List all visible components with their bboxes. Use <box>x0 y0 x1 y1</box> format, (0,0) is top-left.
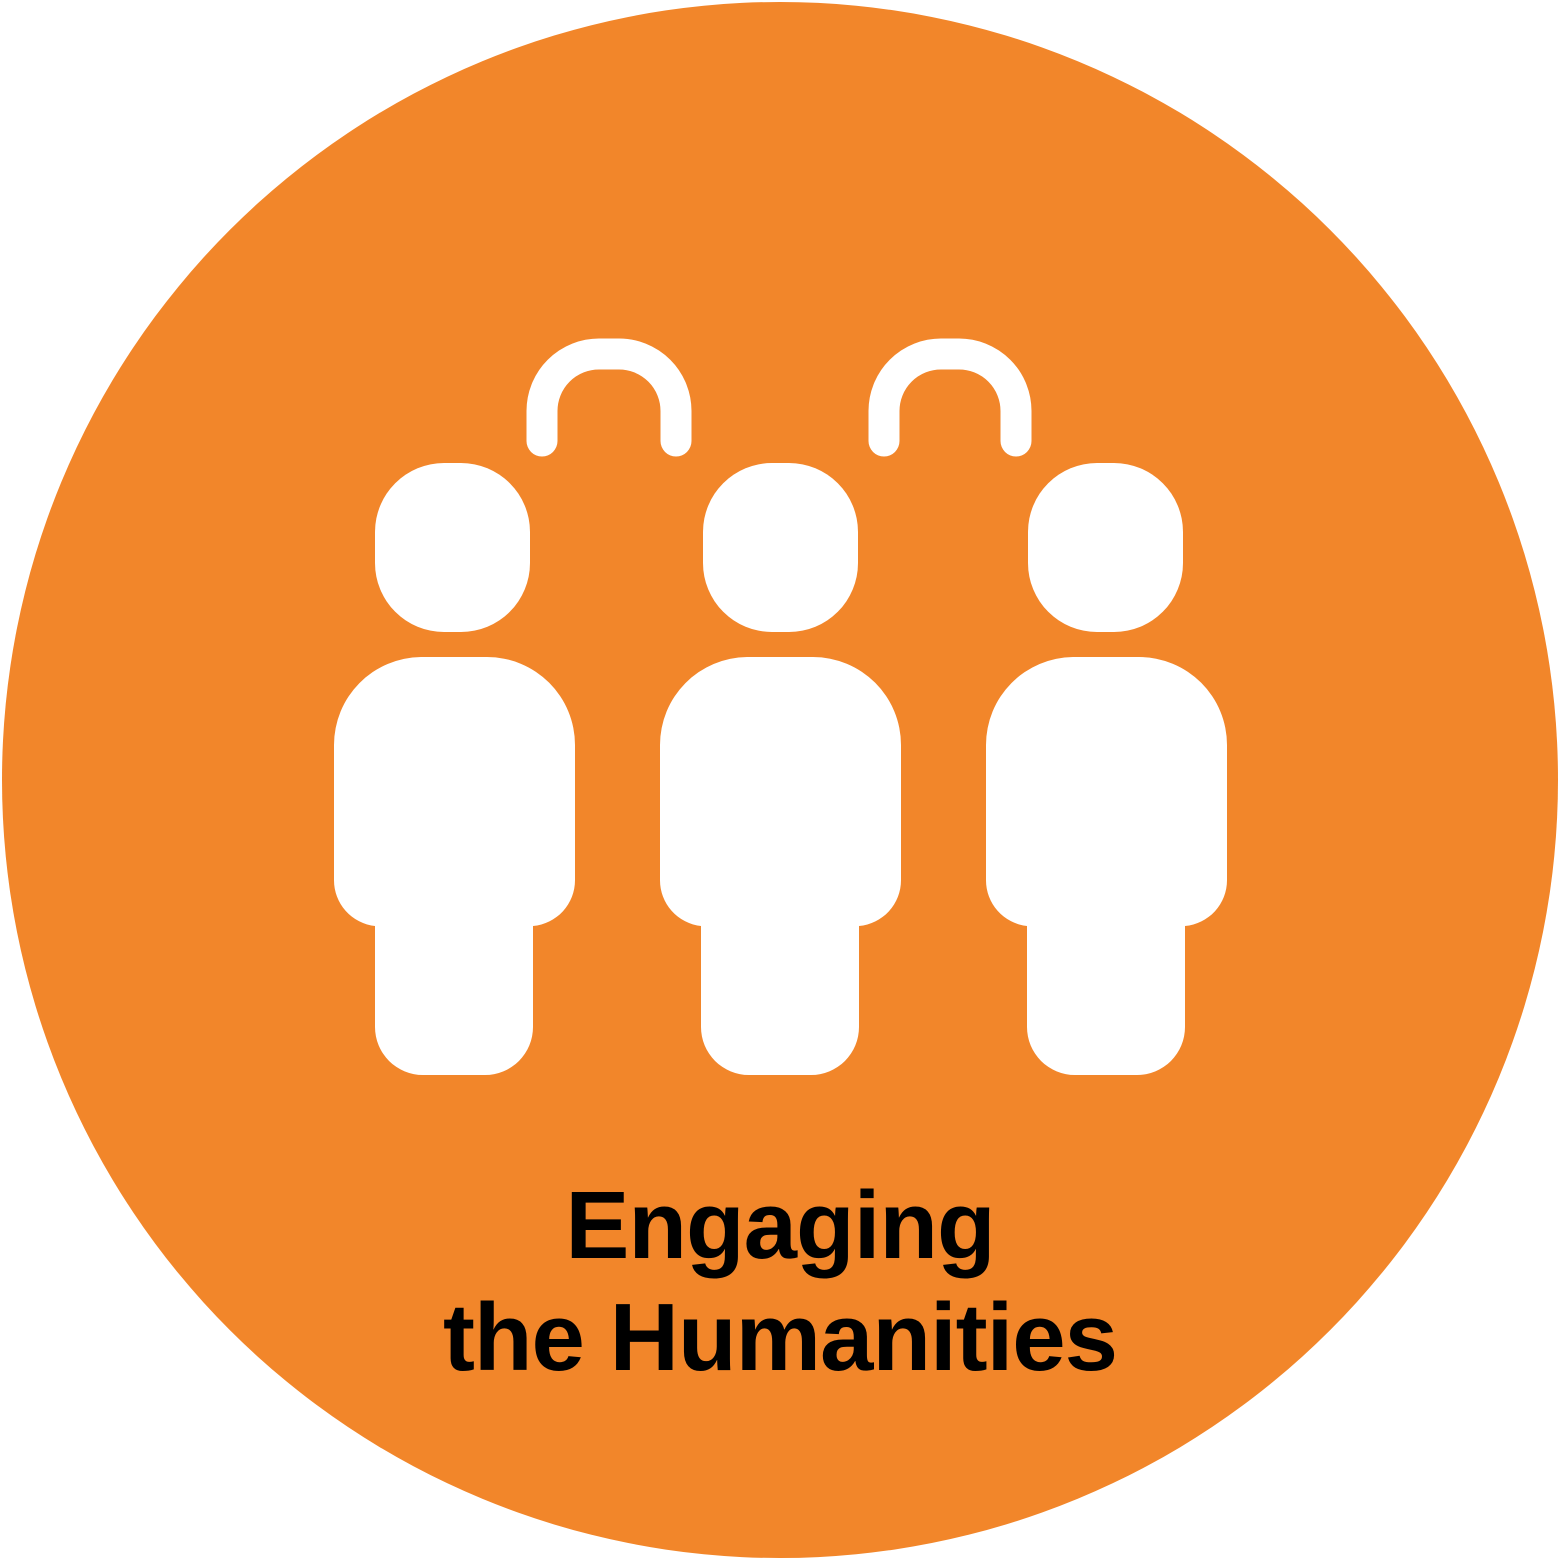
person-head <box>1028 463 1183 632</box>
person-body <box>985 657 1228 1075</box>
connector-arc-left <box>526 338 692 457</box>
caption-line-2: the Humanities <box>442 1284 1118 1391</box>
person-figure-center <box>659 463 902 1075</box>
caption-line-1: Engaging <box>565 1172 995 1279</box>
connector-arcs <box>526 338 1032 457</box>
person-figure-right <box>985 463 1228 1075</box>
person-figure-left <box>333 463 576 1075</box>
person-head <box>703 463 858 632</box>
connector-arc-right <box>868 338 1032 457</box>
person-body <box>659 657 902 1075</box>
person-body <box>333 657 576 1075</box>
badge-caption: Engaging the Humanities <box>0 1170 1560 1394</box>
person-head <box>375 463 530 632</box>
